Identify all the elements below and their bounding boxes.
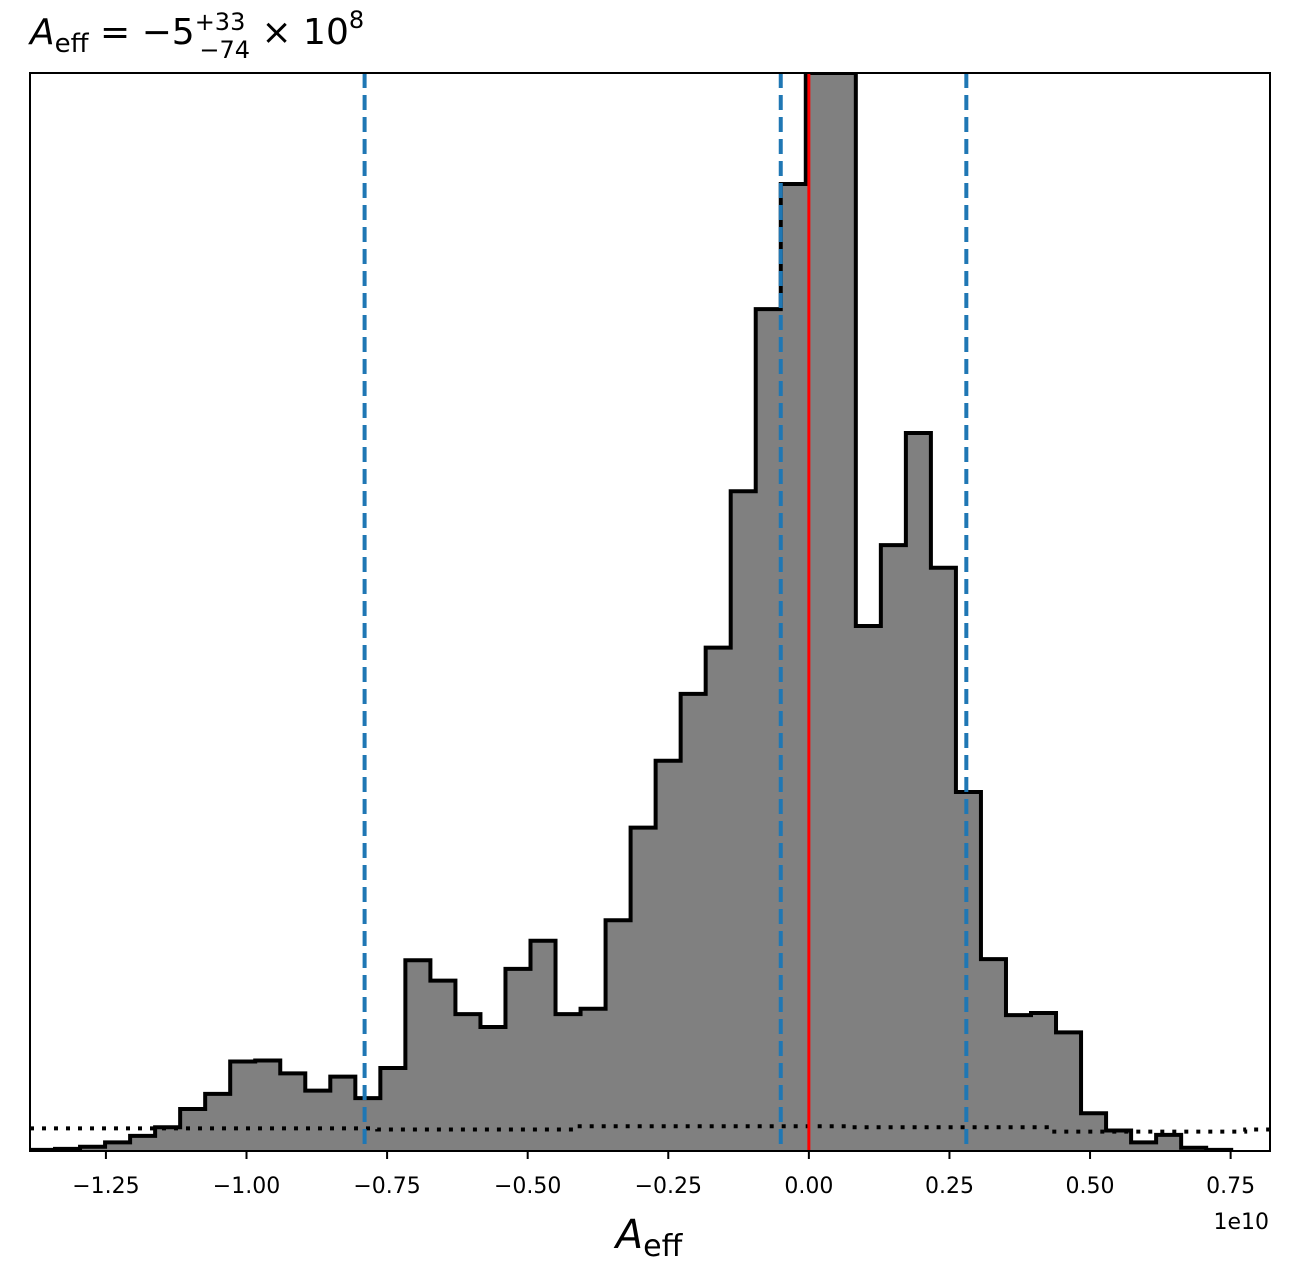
title-times: × 10: [250, 12, 349, 53]
histogram-bar: [930, 567, 957, 1151]
histogram-bar: [1131, 1142, 1157, 1151]
histogram-bar: [480, 1027, 507, 1151]
x-axis-label-sub: eff: [643, 1229, 683, 1264]
x-tick-label: −0.50: [494, 1174, 561, 1199]
plot-content: [30, 73, 1270, 1151]
x-offset-label: 1e10: [1213, 1210, 1269, 1235]
prior-dotted-line: [30, 1124, 1270, 1134]
title-equals: = −5: [89, 12, 195, 53]
x-axis-label-base: A: [613, 1212, 643, 1258]
histogram-bar: [155, 1127, 181, 1151]
title-upper: +33: [195, 8, 246, 36]
histogram-bar: [280, 1073, 306, 1151]
histogram-bar: [755, 309, 782, 1151]
x-tick-label: −0.25: [635, 1174, 702, 1199]
x-tick-label: 0.25: [925, 1174, 974, 1199]
x-tick-label: −1.25: [72, 1174, 139, 1199]
axes-frame: [29, 72, 1271, 1152]
histogram-bar: [405, 960, 431, 1151]
histogram-bar: [305, 1090, 331, 1151]
histogram-bar: [205, 1093, 231, 1151]
title-base-sub: eff: [55, 29, 90, 59]
histogram-bar: [855, 626, 882, 1151]
x-tick-label: 0.50: [1066, 1174, 1115, 1199]
histogram-bar: [230, 1061, 256, 1151]
histogram-bar: [730, 491, 757, 1151]
histogram-bar: [530, 940, 557, 1151]
histogram-bar: [780, 184, 807, 1151]
histogram-outline: [30, 73, 1234, 1151]
x-tick-label: −1.00: [213, 1174, 280, 1199]
histogram-bar: [955, 792, 982, 1151]
histogram-bar: [1106, 1130, 1132, 1151]
chart-title: Aeff = −5+33 −74 × 108: [28, 6, 364, 64]
histogram-bar: [1156, 1134, 1182, 1151]
histogram-bar: [80, 1146, 106, 1151]
x-tick-label: 0.00: [784, 1174, 833, 1199]
histogram-bar: [880, 545, 907, 1151]
title-exp: 8: [349, 6, 364, 34]
histogram-bar: [705, 647, 732, 1151]
histogram-bar: [905, 433, 932, 1151]
histogram-bar: [105, 1142, 131, 1151]
histogram-bar: [680, 693, 707, 1151]
x-axis: −1.25 −1.00 −0.75 −0.50 −0.25 0.00 0.25 0.50 0.7…: [72, 1151, 1255, 1199]
histogram-bar: [455, 1014, 482, 1151]
histogram-bar: [630, 827, 657, 1151]
histogram-bar: [830, 73, 857, 1151]
x-tick-label: −0.75: [353, 1174, 420, 1199]
histogram-bar: [655, 760, 682, 1151]
histogram-bar: [980, 959, 1007, 1151]
x-tick-label: 0.75: [1206, 1174, 1255, 1199]
histogram-bar: [605, 920, 632, 1151]
svg-text:Aeff = −5+33−74 × 108: Aeff = −5+33 −74 × 108: [28, 6, 364, 64]
histogram-bar: [130, 1135, 156, 1151]
histogram-bar: [255, 1060, 281, 1151]
histogram-bar: [1005, 1015, 1032, 1151]
histogram-bar: [355, 1098, 381, 1151]
plot-area: [30, 73, 1270, 1151]
title-lower: −74: [199, 36, 250, 64]
histogram-bar: [505, 968, 532, 1151]
histogram-bar: [430, 980, 457, 1151]
histogram-bar: [330, 1076, 356, 1151]
histogram-bar: [580, 1008, 607, 1151]
x-axis-label: Aeff: [613, 1212, 684, 1264]
title-base: A: [28, 12, 55, 53]
histogram-bar: [380, 1067, 406, 1151]
